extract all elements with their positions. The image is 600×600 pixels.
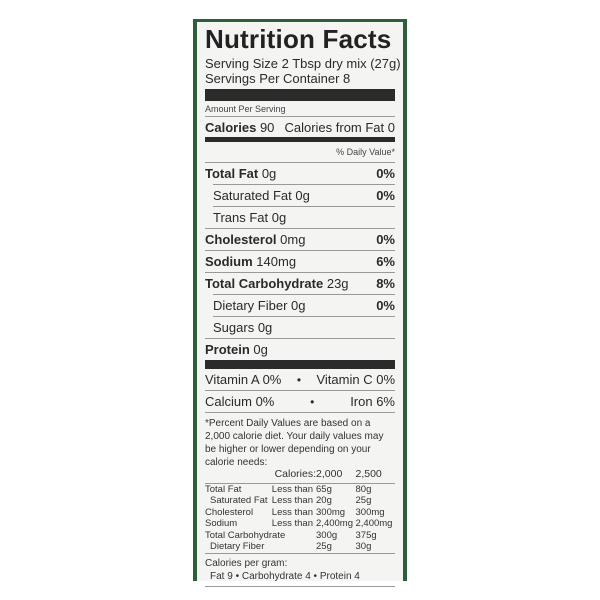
nutrient-amount: 0mg bbox=[280, 232, 306, 247]
thick-divider bbox=[205, 89, 395, 101]
nutrient-label: Dietary Fiber bbox=[213, 298, 288, 313]
dv-table-row: Total Fat Less than 65g 80g bbox=[205, 483, 395, 495]
calories-label: Calories bbox=[205, 119, 257, 135]
nutrient-row: Protein 0g bbox=[205, 338, 395, 360]
nutrient-daily-value: 6% bbox=[376, 254, 395, 269]
dv-table-cell: 300mg bbox=[316, 506, 346, 518]
amount-per-serving: Amount Per Serving bbox=[205, 104, 286, 114]
vitamin-left: Vitamin A 0% bbox=[205, 372, 282, 387]
nutrient-amount: 23g bbox=[326, 276, 349, 291]
nutrient-row: Sodium 140mg 6% bbox=[205, 250, 395, 272]
dv-table-cell: 25g bbox=[316, 541, 332, 552]
dv-table-row: Sodium Less than 2,400mg 2,400mg bbox=[205, 518, 395, 530]
dv-table-cell: Less than bbox=[271, 506, 313, 518]
nutrient-label: Total Carbohydrate bbox=[205, 276, 324, 291]
nutrient-label: Total Fat bbox=[205, 166, 259, 181]
medium-divider bbox=[205, 137, 395, 142]
nutrient-list: Total Fat 0g 0% Saturated Fat 0g 0% Trans Fa… bbox=[205, 162, 395, 360]
servings-per-container: Servings Per Container 8 bbox=[205, 71, 351, 86]
vitamin-left: Calcium 0% bbox=[205, 394, 275, 409]
dv-table-cell: Less than bbox=[271, 518, 313, 529]
nutrient-row: Cholesterol 0mg 0% bbox=[205, 228, 395, 250]
nutrient-daily-value: 0% bbox=[376, 166, 395, 181]
nutrient-amount: 0g bbox=[295, 188, 310, 203]
nutrient-amount: 0g bbox=[271, 210, 287, 225]
dv-table-cell: 25g bbox=[355, 495, 372, 506]
nutrient-amount: 0g bbox=[253, 342, 268, 357]
bullet: • bbox=[310, 394, 315, 409]
dv-table-cell: 2,500 bbox=[355, 468, 395, 484]
dv-table-cell: 2,000 bbox=[316, 468, 356, 484]
dv-table-cell: 2,400mg bbox=[355, 518, 393, 529]
daily-value-table: Calories: 2,000 2,500 Total Fat Less than 65g… bbox=[205, 468, 395, 553]
dv-table-row: Cholesterol Less than 300mg 300mg bbox=[205, 507, 395, 519]
nutrient-row: Saturated Fat 0g 0% bbox=[213, 184, 395, 206]
nutrient-daily-value: 0% bbox=[376, 232, 395, 247]
nutrient-row: Dietary Fiber 0g 0% bbox=[213, 294, 395, 316]
nutrient-amount: 0g bbox=[257, 320, 273, 335]
dv-table-cell: 375g bbox=[355, 529, 377, 541]
dv-table-row: Dietary Fiber 25g 30g bbox=[205, 541, 395, 553]
nutrient-label: Saturated Fat bbox=[213, 188, 292, 203]
dv-table-cell bbox=[272, 541, 316, 553]
bullet: • bbox=[296, 372, 302, 387]
calories-per-gram-label: Calories per gram: bbox=[205, 552, 395, 570]
nutrient-label: Protein bbox=[205, 342, 250, 357]
dv-table-cell: Total Fat bbox=[205, 483, 242, 495]
nutrition-label-panel: Nutrition Facts Serving Size 2 Tbsp dry … bbox=[193, 19, 407, 587]
vitamin-right: Iron 6% bbox=[350, 394, 395, 409]
nutrient-label: Trans Fat bbox=[213, 210, 269, 225]
calories-value: 90 bbox=[259, 119, 275, 135]
label-title: Nutrition Facts bbox=[205, 24, 392, 54]
dv-table-cell: 20g bbox=[316, 495, 332, 506]
dv-table-cell: Dietary Fiber bbox=[210, 541, 265, 552]
dv-table-row: Saturated Fat Less than 20g 25g bbox=[205, 495, 395, 507]
vitamin-list: Vitamin A 0% • Vitamin C 0% Calcium 0% • Iron… bbox=[205, 369, 395, 412]
nutrient-amount: 0g bbox=[261, 166, 277, 181]
nutrient-amount: 140mg bbox=[256, 254, 297, 269]
nutrient-daily-value: 0% bbox=[376, 298, 395, 313]
dv-table-cell: Cholesterol bbox=[205, 506, 254, 518]
nutrient-daily-value: 0% bbox=[376, 188, 395, 203]
dv-table-cell bbox=[205, 469, 272, 484]
nutrient-label: Sugars bbox=[213, 320, 255, 335]
calories-row: Calories 90 Calories from Fat 0 bbox=[205, 116, 395, 137]
dv-table-row: Total Carbohydrate 300g 375g bbox=[205, 530, 395, 542]
nutrient-daily-value: 8% bbox=[376, 276, 395, 291]
nutrient-label: Cholesterol bbox=[205, 232, 277, 247]
dv-table-cell: Less than bbox=[271, 495, 313, 506]
dv-table-cell: 300mg bbox=[355, 506, 385, 518]
dv-table-header: Calories: 2,000 2,500 bbox=[205, 468, 395, 484]
dv-table-cell: 65g bbox=[316, 483, 332, 495]
dv-table-cell: 2,400mg bbox=[316, 518, 353, 529]
calories-from-fat: Calories from Fat 0 bbox=[284, 119, 395, 135]
vitamin-row: Vitamin A 0% • Vitamin C 0% bbox=[205, 369, 395, 390]
dv-table-cell: 300g bbox=[316, 529, 338, 541]
vitamin-row: Calcium 0% • Iron 6% bbox=[205, 390, 395, 412]
dv-table-cell: 80g bbox=[355, 483, 372, 495]
dv-table-cell: Less than bbox=[271, 483, 313, 495]
nutrient-label: Sodium bbox=[205, 254, 253, 269]
dv-table-cell: Total Carbohydrate bbox=[205, 529, 286, 541]
nutrition-facts-label: Nutrition Facts Serving Size 2 Tbsp dry … bbox=[197, 22, 403, 587]
nutrient-amount: 0g bbox=[291, 298, 306, 313]
nutrient-row: Trans Fat 0g bbox=[213, 206, 395, 228]
nutrient-row: Total Carbohydrate 23g 8% bbox=[205, 272, 395, 294]
serving-size: Serving Size 2 Tbsp dry mix (27g) bbox=[205, 56, 401, 71]
daily-value-header: % Daily Value* bbox=[336, 147, 395, 157]
dv-table-cell: Calories: bbox=[271, 468, 317, 484]
calories-per-gram-values: Fat 9 • Carbohydrate 4 • Protein 4 bbox=[205, 570, 395, 587]
nutrient-row: Total Fat 0g 0% bbox=[205, 162, 395, 184]
dv-table-cell: 30g bbox=[355, 541, 372, 552]
nutrient-row: Sugars 0g bbox=[213, 316, 395, 338]
dv-table-cell: Saturated Fat bbox=[210, 495, 268, 506]
dv-table-cell: Sodium bbox=[205, 518, 238, 529]
vitamin-right: Vitamin C 0% bbox=[316, 372, 395, 387]
thick-divider bbox=[205, 360, 395, 369]
footnote: *Percent Daily Values are based on a 2,0… bbox=[205, 412, 395, 469]
